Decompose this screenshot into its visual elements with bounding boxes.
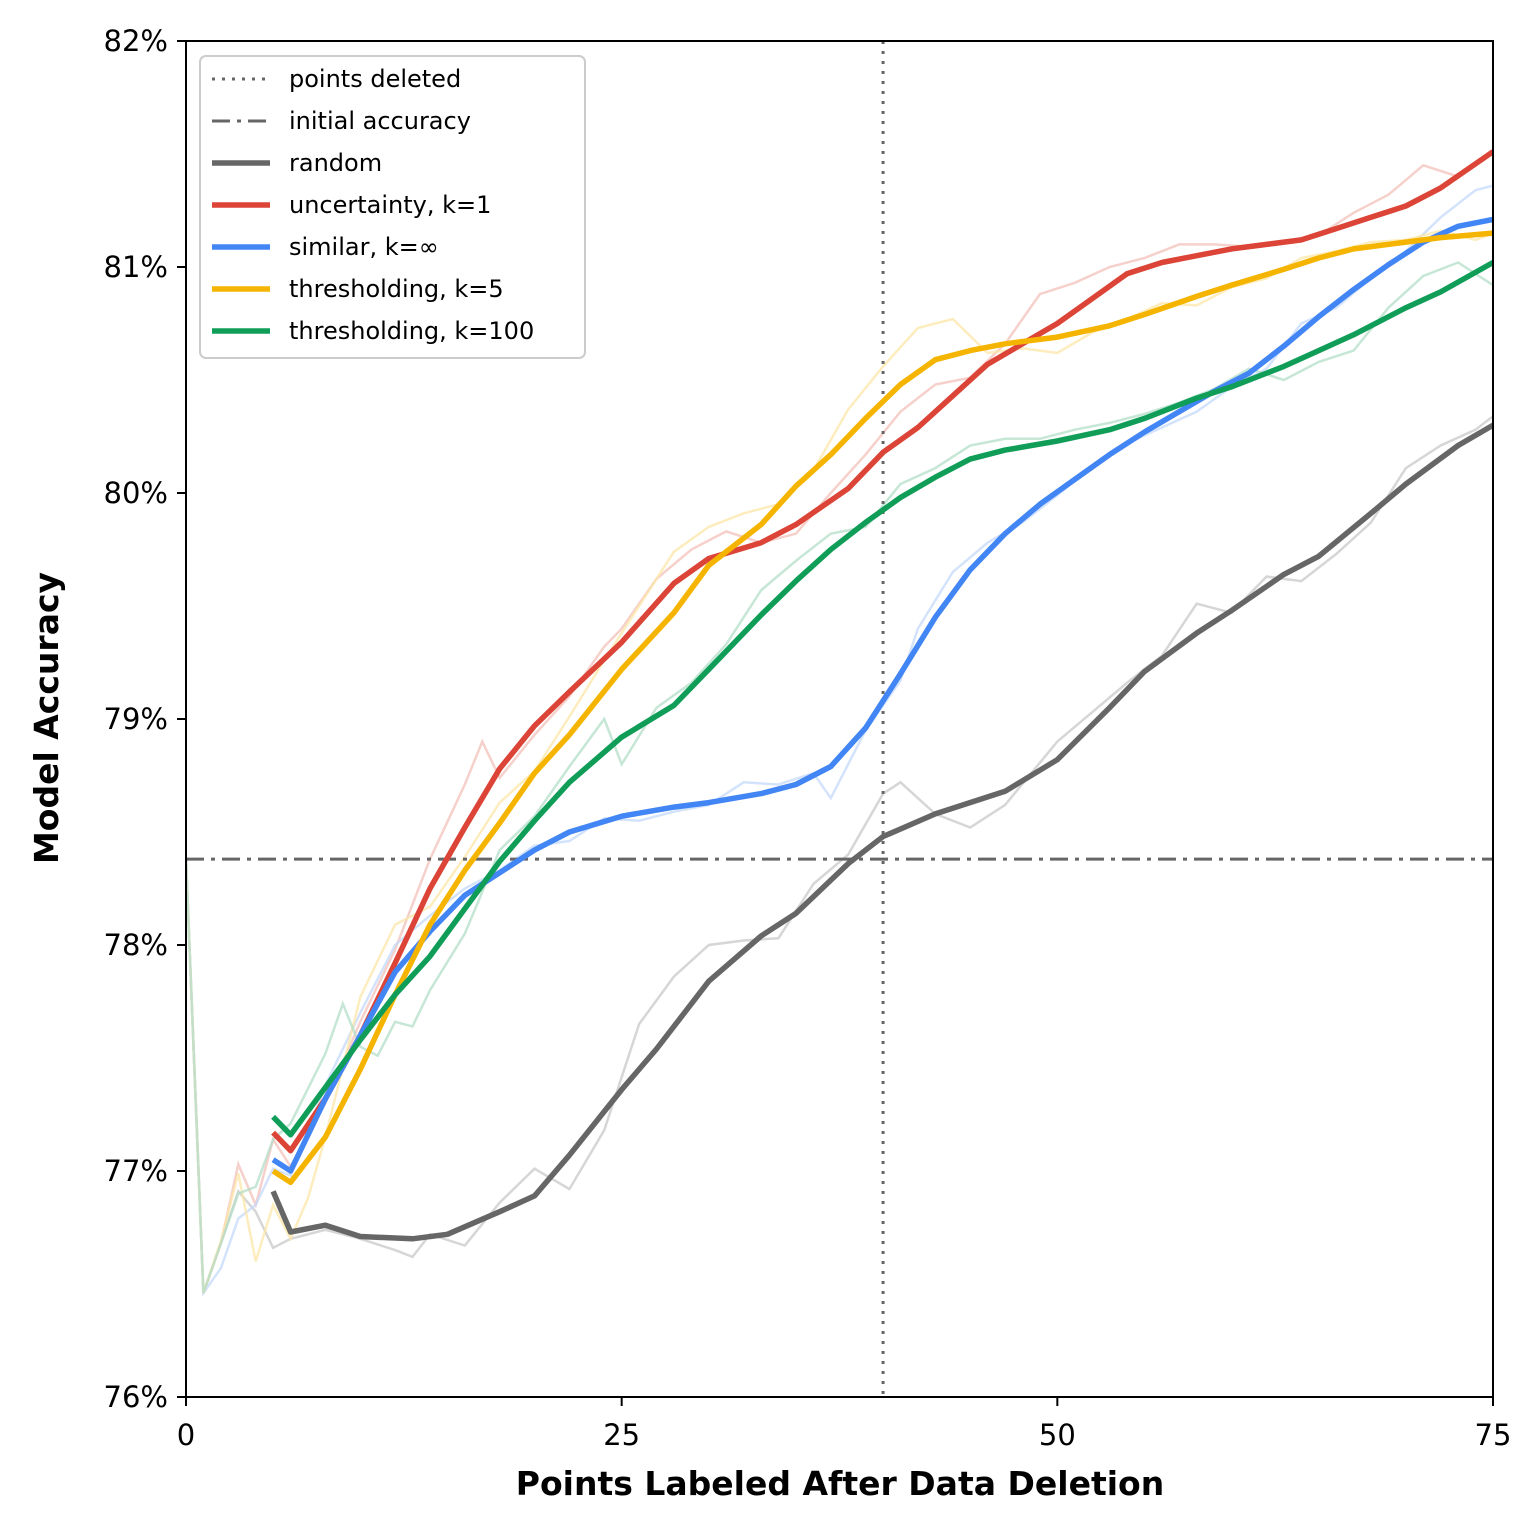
- legend-label: similar, k=∞: [289, 233, 439, 261]
- series-line-similar-k: [271, 216, 1493, 1174]
- y-tick-label: 81%: [104, 250, 168, 284]
- x-tick-label: 50: [1039, 1418, 1076, 1452]
- y-axis-title: Model Accuracy: [27, 572, 66, 864]
- series-line-random: [270, 422, 1493, 1242]
- legend-item-random: random: [212, 149, 382, 177]
- legend-label: uncertainty, k=1: [289, 191, 491, 219]
- legend-label: thresholding, k=100: [289, 317, 534, 345]
- legend-item-thresholding-k-5: thresholding, k=5: [212, 275, 504, 303]
- y-tick-label: 79%: [104, 702, 168, 736]
- raw-line-thresholding-k-100: [186, 261, 1493, 1294]
- legend-item-uncertainty-k-1: uncertainty, k=1: [212, 191, 491, 219]
- plot-area: [186, 41, 1493, 1397]
- y-tick-label: 78%: [104, 928, 168, 962]
- series-line-uncertainty-k-1: [271, 149, 1493, 1154]
- y-tick-label: 82%: [104, 24, 168, 58]
- y-tick-label: 76%: [104, 1380, 168, 1414]
- series-line-thresholding-k-5: [271, 230, 1493, 1186]
- x-tick-label: 25: [603, 1418, 640, 1452]
- y-tick-label: 80%: [104, 476, 168, 510]
- legend-label: thresholding, k=5: [289, 275, 504, 303]
- x-tick-label: 75: [1475, 1418, 1512, 1452]
- legend-box: [199, 55, 586, 359]
- x-tick-label: 0: [177, 1418, 195, 1452]
- legend-item-initial-accuracy: initial accuracy: [212, 107, 471, 135]
- legend-label: initial accuracy: [289, 107, 471, 135]
- legend-item-points-deleted: points deleted: [212, 65, 461, 93]
- legend-label: random: [289, 149, 382, 177]
- y-tick-label: 77%: [104, 1154, 168, 1188]
- legend-item-thresholding-k-100: thresholding, k=100: [212, 317, 534, 345]
- legend-item-similar-k: similar, k=∞: [212, 233, 439, 261]
- series-line-thresholding-k-100: [271, 260, 1493, 1138]
- axes: 0 25 50 75 76% 77% 78% 79% 80% 81% 82%: [104, 24, 1512, 1452]
- legend-label: points deleted: [289, 65, 461, 93]
- legend: points deleted initial accuracy random unce…: [199, 55, 586, 359]
- x-axis-title: Points Labeled After Data Deletion: [516, 1464, 1164, 1503]
- raw-line-random: [186, 415, 1493, 1294]
